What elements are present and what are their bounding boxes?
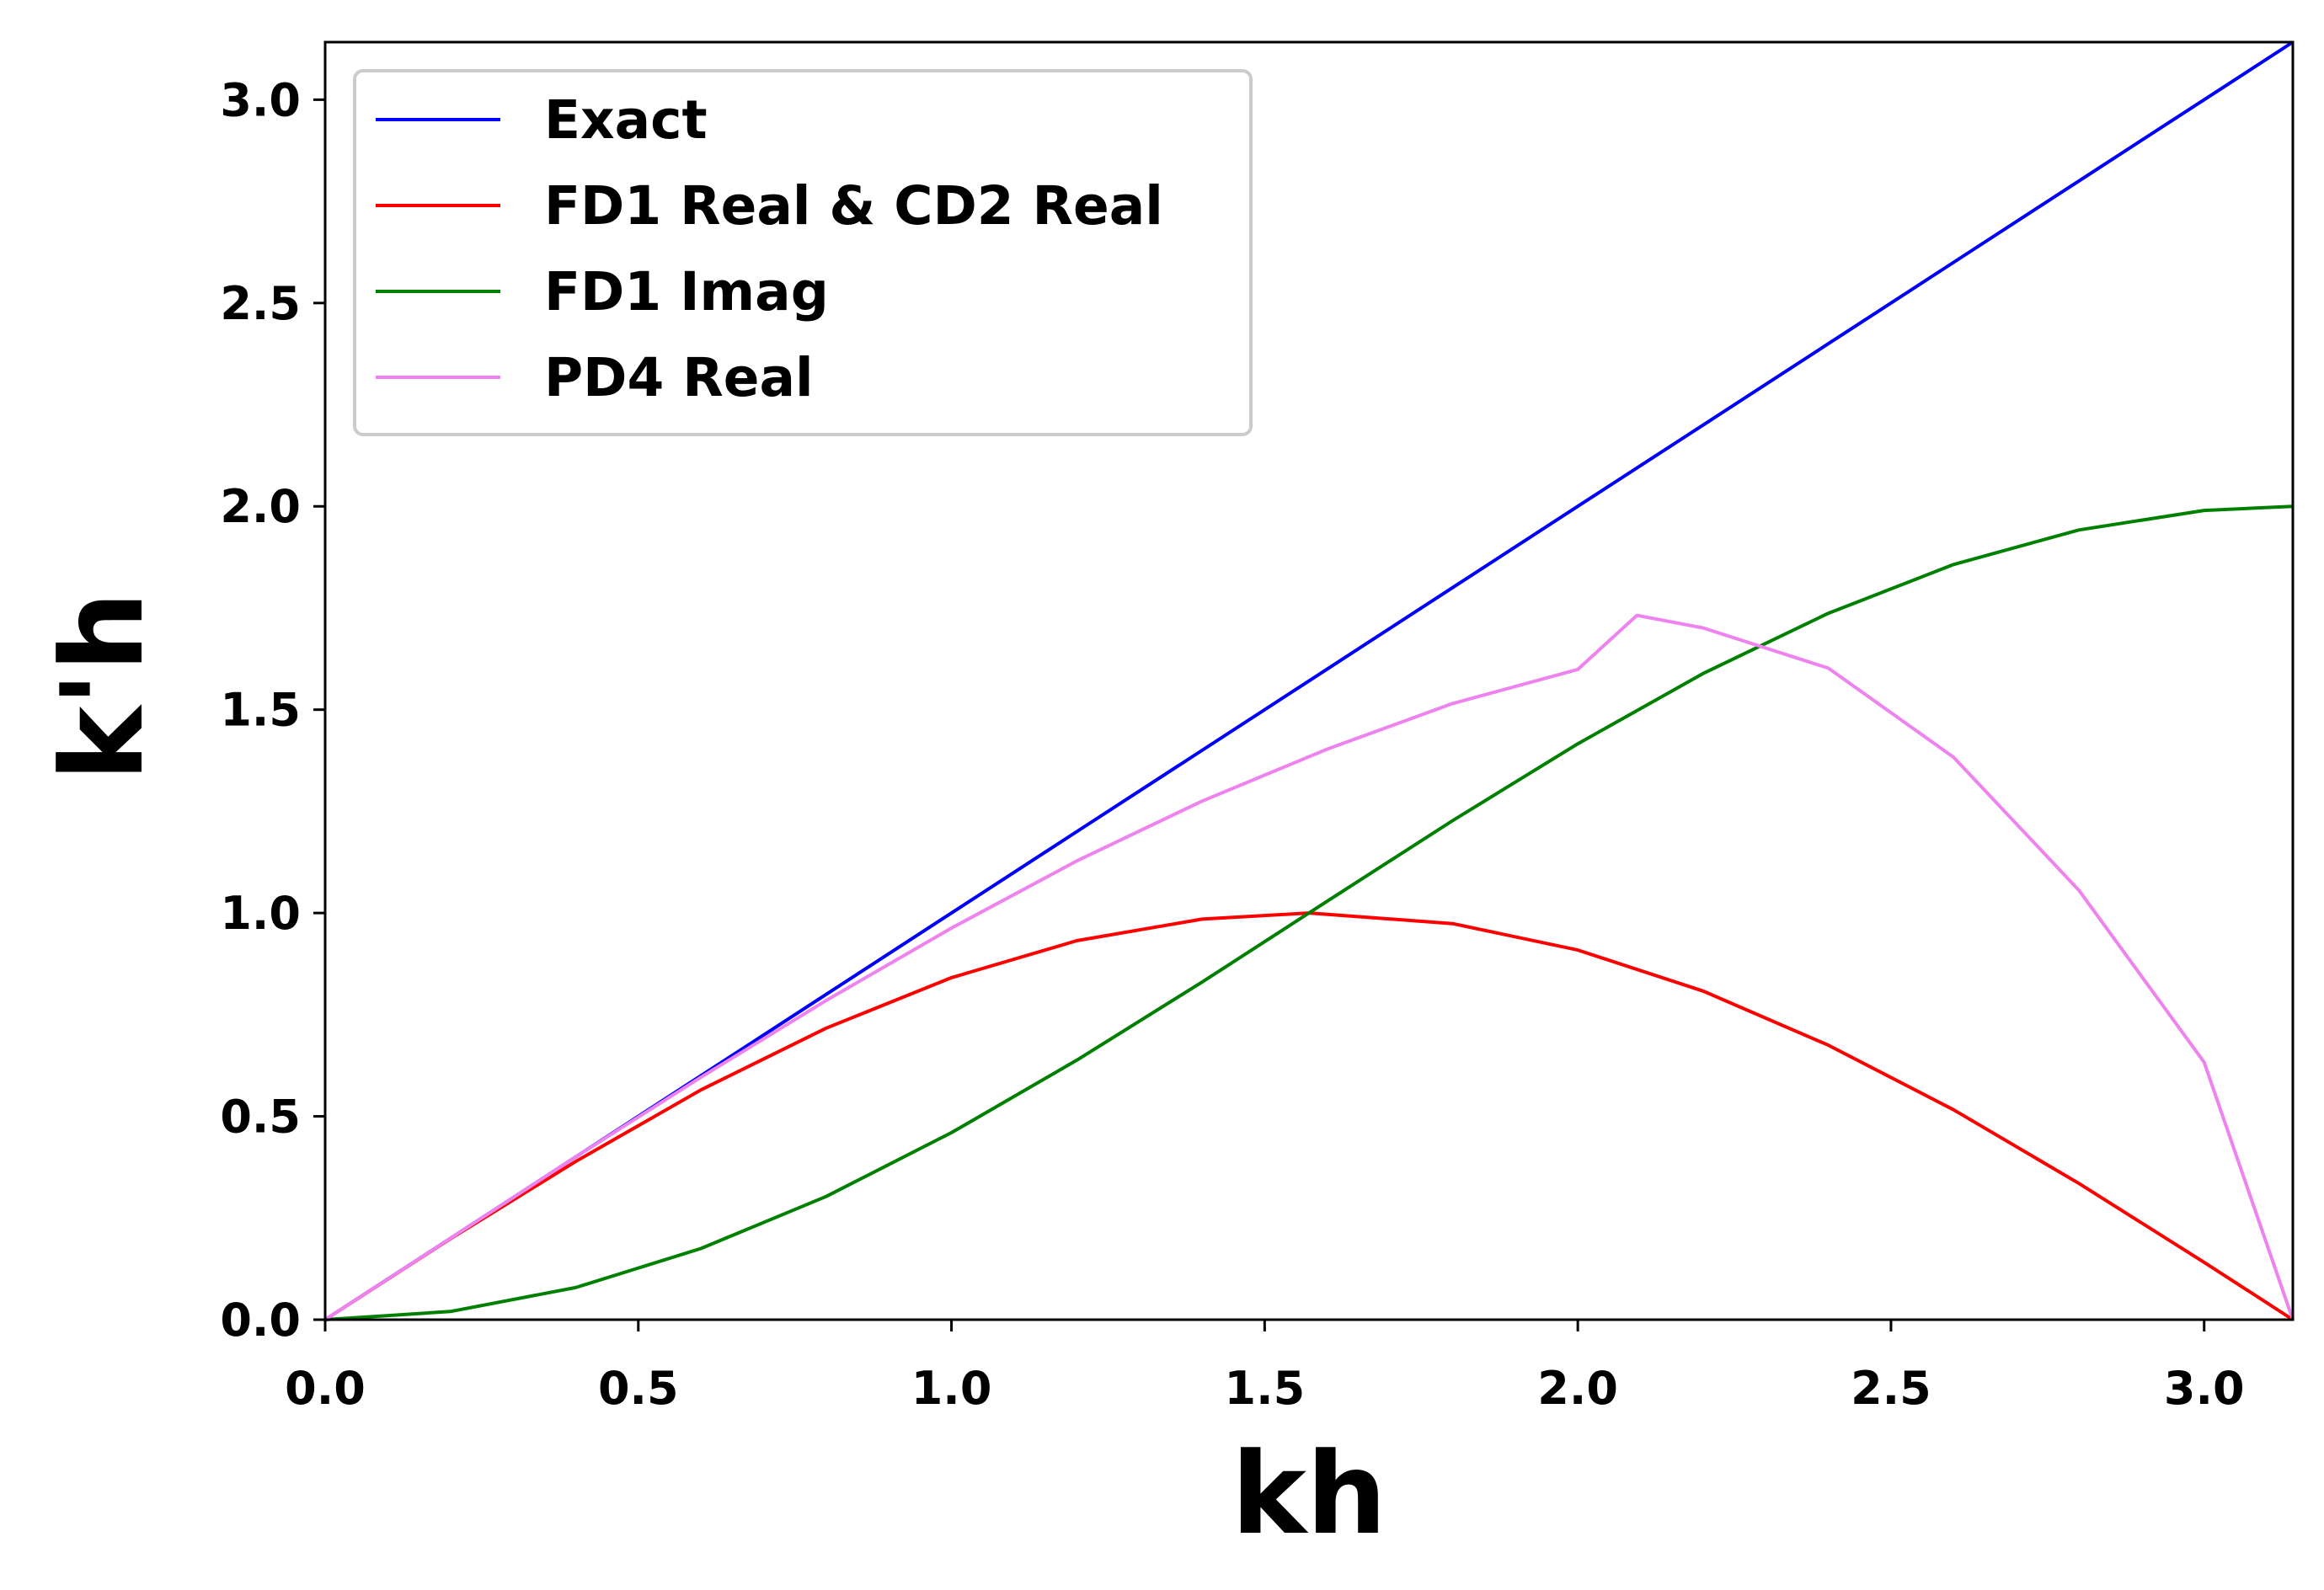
y-tick-label: 1.5 bbox=[220, 684, 301, 737]
legend-label-exact: Exact bbox=[544, 89, 708, 151]
legend: Exact FD1 Real & CD2 Real FD1 Imag PD4 Real bbox=[353, 69, 1253, 436]
legend-label-fd1-real-and-cd2-real: FD1 Real & CD2 Real bbox=[544, 175, 1163, 237]
x-tick-label: 2.5 bbox=[1851, 1362, 1931, 1415]
legend-box bbox=[353, 69, 1253, 436]
y-tick-label: 3.0 bbox=[220, 73, 301, 126]
y-tick-label: 1.0 bbox=[220, 887, 301, 940]
x-tick-label: 0.0 bbox=[285, 1362, 366, 1415]
x-tick-label: 0.5 bbox=[598, 1362, 679, 1415]
y-tick-label: 2.0 bbox=[220, 480, 301, 533]
y-tick-label: 0.5 bbox=[220, 1091, 301, 1144]
y-axis-ticks: 0.0 0.5 1.0 1.5 2.0 2.5 3.0 bbox=[220, 73, 325, 1347]
series-line-pd4-real bbox=[323, 613, 2295, 1321]
series-line-fd1-imag bbox=[324, 504, 2294, 1321]
x-axis-label: kh bbox=[1231, 1428, 1387, 1560]
plot-frame bbox=[323, 40, 2295, 1321]
series-layer bbox=[323, 40, 2295, 1321]
legend-label-fd1-imag: FD1 Imag bbox=[544, 261, 829, 323]
x-tick-label: 1.0 bbox=[911, 1362, 992, 1415]
x-tick-label: 2.0 bbox=[1537, 1362, 1618, 1415]
legend-items: Exact FD1 Real & CD2 Real FD1 Imag PD4 Real bbox=[376, 89, 1163, 408]
x-tick-label: 3.0 bbox=[2164, 1362, 2245, 1415]
y-axis-label: k'h bbox=[37, 591, 168, 782]
y-tick-label: 2.5 bbox=[220, 277, 301, 330]
legend-label-pd4-real: PD4 Real bbox=[544, 347, 814, 408]
x-axis-ticks: 0.0 0.5 1.0 1.5 2.0 2.5 3.0 bbox=[285, 1320, 2245, 1415]
y-tick-label: 0.0 bbox=[220, 1294, 301, 1347]
x-tick-label: 1.5 bbox=[1225, 1362, 1306, 1415]
